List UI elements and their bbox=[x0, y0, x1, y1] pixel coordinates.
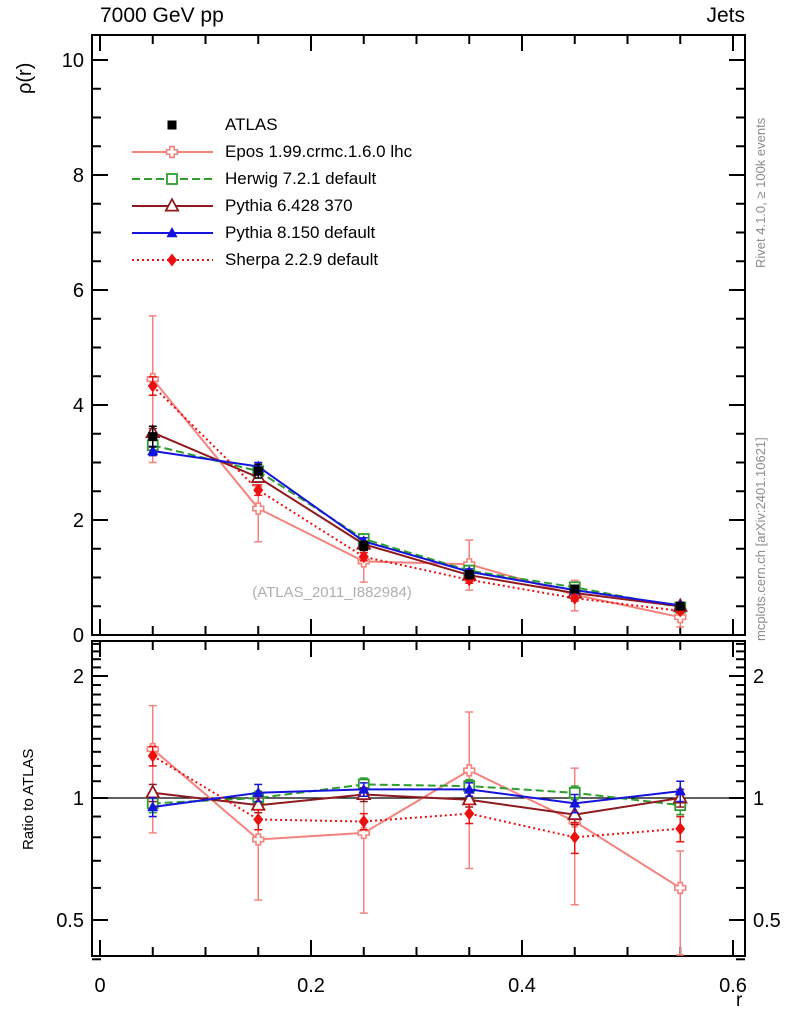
ratio-y-tick-label-right: 0.5 bbox=[753, 910, 781, 932]
ratio-y-tick-label-right: 1 bbox=[753, 788, 764, 810]
main-panel: 0 2 4 6 8 10 bbox=[62, 34, 746, 647]
legend-label: Herwig 7.2.1 default bbox=[225, 168, 377, 188]
legend-item-pythia8: Pythia 8.150 default bbox=[130, 219, 412, 246]
legend-item-herwig: Herwig 7.2.1 default bbox=[130, 165, 412, 192]
legend-label: Pythia 8.150 default bbox=[225, 222, 376, 242]
main-panel-data bbox=[145, 315, 688, 628]
main-y-tick-label: 6 bbox=[73, 280, 84, 302]
beam-info: 7000 GeV pp bbox=[100, 4, 224, 27]
data-marker bbox=[570, 584, 580, 594]
data-marker bbox=[147, 445, 159, 456]
data-marker bbox=[569, 797, 581, 808]
legend-item-sherpa: Sherpa 2.2.9 default bbox=[130, 246, 412, 273]
data-marker bbox=[166, 226, 178, 237]
legend-marker-epos-icon bbox=[132, 145, 213, 158]
legend-item-pythia6: Pythia 6.428 370 bbox=[130, 192, 412, 219]
series-sherpa-line bbox=[152, 385, 681, 612]
ratio-y-tick-label: 2 bbox=[73, 666, 84, 688]
data-marker bbox=[567, 805, 583, 821]
series-epos-line bbox=[152, 748, 681, 889]
data-marker bbox=[167, 120, 177, 129]
data-marker bbox=[252, 833, 265, 846]
data-marker bbox=[165, 145, 179, 158]
data-marker bbox=[166, 172, 178, 185]
data-marker bbox=[674, 881, 687, 895]
data-marker bbox=[148, 432, 158, 442]
data-marker bbox=[569, 591, 580, 605]
data-marker bbox=[674, 785, 686, 796]
legend-label: Epos 1.99.crmc.1.6.0 lhc bbox=[225, 141, 413, 161]
data-marker bbox=[569, 830, 580, 844]
legend-marker-atlas-icon bbox=[167, 120, 177, 129]
data-marker bbox=[463, 764, 476, 777]
data-marker bbox=[675, 601, 685, 611]
main-y-tick-label: 10 bbox=[62, 50, 84, 72]
legend: ATLAS Epos 1.99.crmc.1.6.0 lhc Herwig 7.2.… bbox=[130, 111, 412, 273]
main-y-tick-label: 8 bbox=[73, 165, 84, 187]
legend-marker-herwig-icon bbox=[132, 172, 213, 185]
legend-marker-sherpa-icon bbox=[132, 253, 213, 266]
data-marker bbox=[253, 483, 264, 497]
data-marker bbox=[252, 786, 264, 797]
series-pythia8-line bbox=[152, 788, 681, 809]
data-marker bbox=[253, 466, 263, 476]
x-tick-label: 0.6 bbox=[719, 975, 747, 997]
error-bar bbox=[676, 850, 685, 956]
main-y-tick-label: 0 bbox=[73, 625, 84, 647]
data-marker bbox=[464, 807, 475, 821]
ratio-y-tick-label: 1 bbox=[73, 788, 84, 810]
analysis-id-watermark: (ATLAS_2011_I882984) bbox=[252, 584, 412, 601]
data-marker bbox=[358, 783, 370, 794]
panel-frame bbox=[91, 34, 746, 636]
data-marker bbox=[359, 541, 369, 551]
legend-label: Pythia 6.428 370 bbox=[225, 195, 353, 215]
series-herwig-line bbox=[152, 783, 681, 807]
data-marker bbox=[167, 253, 177, 266]
data-marker bbox=[147, 749, 158, 763]
x-tick-label: 0 bbox=[94, 975, 105, 997]
data-marker bbox=[463, 783, 475, 794]
legend-item-epos: Epos 1.99.crmc.1.6.0 lhc bbox=[130, 138, 412, 165]
series-epos-line bbox=[151, 378, 681, 619]
legend-label: ATLAS bbox=[225, 114, 278, 134]
data-marker bbox=[253, 813, 264, 827]
x-axis-title: r bbox=[736, 990, 743, 1011]
ratio-y-tick-label: 0.5 bbox=[56, 910, 84, 932]
data-marker bbox=[358, 815, 369, 829]
data-marker bbox=[358, 550, 369, 564]
series-pythia6-line bbox=[152, 431, 681, 608]
ratio-panel-data bbox=[145, 704, 688, 956]
data-marker bbox=[147, 379, 158, 393]
data-marker bbox=[464, 570, 474, 580]
x-tick-label: 0.4 bbox=[508, 975, 536, 997]
data-marker bbox=[252, 502, 265, 515]
series-herwig-line bbox=[152, 444, 681, 609]
data-marker bbox=[357, 826, 370, 840]
series-pythia6-line bbox=[152, 791, 681, 816]
x-tick-label: 0.2 bbox=[297, 975, 325, 997]
legend-label: Sherpa 2.2.9 default bbox=[225, 249, 379, 269]
main-y-tick-label: 2 bbox=[73, 510, 84, 532]
data-marker bbox=[147, 801, 159, 812]
data-marker bbox=[164, 196, 180, 212]
legend-marker-pythia8-icon bbox=[132, 226, 213, 237]
analysis-group: Jets bbox=[706, 4, 745, 27]
legend-item-atlas: ATLAS bbox=[130, 111, 412, 138]
ratio-y-tick-label-right: 2 bbox=[753, 666, 764, 688]
series-sherpa-line bbox=[152, 755, 681, 839]
data-marker bbox=[675, 822, 686, 836]
series-pythia8-line bbox=[152, 450, 681, 607]
main-y-tick-label: 4 bbox=[73, 395, 84, 417]
legend-marker-pythia6-icon bbox=[132, 196, 213, 212]
